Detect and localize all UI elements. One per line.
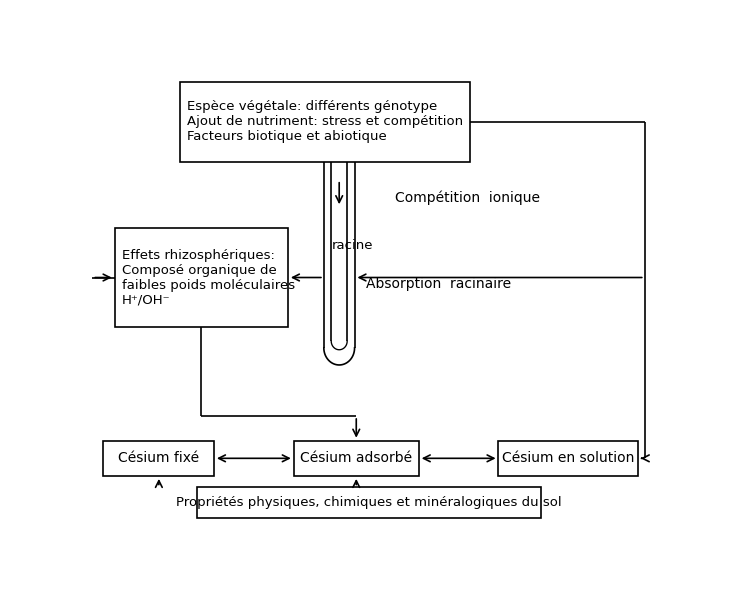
FancyBboxPatch shape xyxy=(498,441,638,476)
Text: Propriétés physiques, chimiques et minéralogiques du sol: Propriétés physiques, chimiques et minér… xyxy=(176,496,562,509)
Text: Césium en solution: Césium en solution xyxy=(502,451,634,466)
Text: Effets rhizosphériques:
Composé organique de
faibles poids moléculaires
H⁺/OH⁻: Effets rhizosphériques: Composé organiqu… xyxy=(122,248,295,307)
Text: Césium adsorbé: Césium adsorbé xyxy=(300,451,413,466)
FancyBboxPatch shape xyxy=(294,441,419,476)
FancyBboxPatch shape xyxy=(180,82,470,162)
Text: Compétition  ionique: Compétition ionique xyxy=(395,191,539,205)
FancyBboxPatch shape xyxy=(197,487,541,518)
Text: Espèce végétale: différents génotype
Ajout de nutriment: stress et compétition
F: Espèce végétale: différents génotype Ajo… xyxy=(187,100,463,143)
FancyBboxPatch shape xyxy=(115,228,288,327)
Text: racine: racine xyxy=(332,239,373,252)
Text: Césium fixé: Césium fixé xyxy=(118,451,199,466)
FancyBboxPatch shape xyxy=(103,441,214,476)
Text: Absorption  racinaire: Absorption racinaire xyxy=(366,277,512,291)
